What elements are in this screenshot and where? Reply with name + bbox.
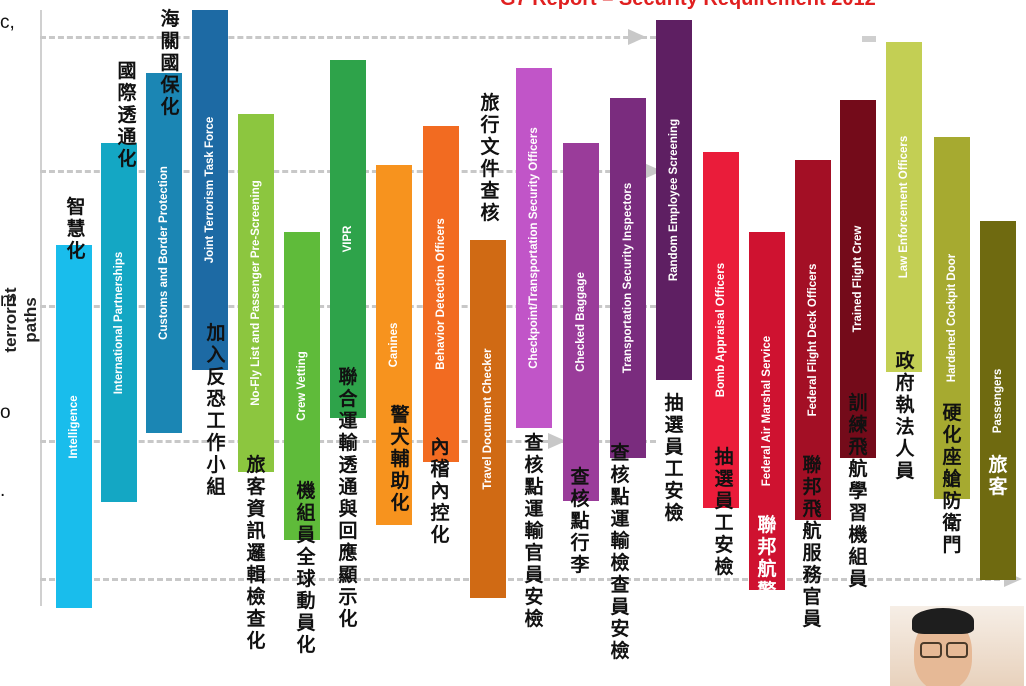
bar-label: Behavior Detection Officers xyxy=(435,218,447,370)
defense-bar: VIPR xyxy=(330,60,366,418)
zh-annotation: 聯邦飛航服務官員 xyxy=(802,454,822,630)
defense-bar: International Partnerships xyxy=(101,143,137,502)
zh-annotation: 加入反恐工作小組 xyxy=(206,322,226,498)
defense-bar: Trained Flight Crew xyxy=(840,100,876,458)
bar-label: Law Enforcement Officers xyxy=(898,135,910,279)
zh-annotation: 訓練飛航學習機組員 xyxy=(848,392,868,590)
side-text-1: c, xyxy=(0,12,15,33)
zh-annotation: 查核點行李 xyxy=(570,466,590,576)
hair-shape xyxy=(912,608,974,634)
defense-bar: Transportation Security Inspectors xyxy=(610,98,646,458)
bar-label: No-Fly List and Passenger Pre-Screening xyxy=(250,180,262,406)
bar-label: Bomb Appraisal Officers xyxy=(715,262,727,398)
zh-annotation: 抽選員工安檢 xyxy=(664,392,684,524)
bar-label: VIPR xyxy=(342,225,354,253)
defense-bar: No-Fly List and Passenger Pre-Screening xyxy=(238,114,274,472)
bar-label: Trained Flight Crew xyxy=(852,225,864,333)
bar-label: International Partnerships xyxy=(113,251,125,394)
path-arrow-4 xyxy=(40,440,656,443)
zh-annotation: 聯邦航警服務 xyxy=(757,514,777,646)
zh-annotation: 旅客資訊邏輯檢查化 xyxy=(246,454,266,652)
glasses-shape xyxy=(946,642,968,658)
defense-bar: Passengers xyxy=(980,221,1016,580)
defense-bar: Joint Terrorism Task Force xyxy=(192,10,228,370)
zh-annotation: 內稽內控化 xyxy=(430,436,450,546)
zh-annotation: 政府執法人員 xyxy=(895,350,915,482)
defense-bar: Checked Baggage xyxy=(563,143,599,501)
zh-annotation: 聯合運輸透通與回應顯示化 xyxy=(338,366,358,630)
defense-bar: Federal Flight Deck Officers xyxy=(795,160,831,520)
path-arrow-1 xyxy=(40,36,656,39)
defense-bar: Random Employee Screening xyxy=(656,20,692,380)
path-marker-1 xyxy=(862,36,876,42)
defense-bar: Hardened Cockpit Door xyxy=(934,137,970,499)
zh-annotation: 抽選員工安檢 xyxy=(714,446,734,578)
bar-label: Joint Terrorism Task Force xyxy=(204,116,216,264)
path-arrowhead-4 xyxy=(548,433,566,449)
zh-annotation: 旅行文件查核 xyxy=(480,92,500,224)
defense-bar: Law Enforcement Officers xyxy=(886,42,922,372)
bar-label: Hardened Cockpit Door xyxy=(946,253,958,383)
defense-bar: Federal Air Marshal Service xyxy=(749,232,785,590)
bar-label: Checked Baggage xyxy=(575,272,587,372)
bar-label: Federal Air Marshal Service xyxy=(761,335,773,487)
defense-bar: Intelligence xyxy=(56,245,92,608)
zh-annotation: 查核點運輸檢查員安檢 xyxy=(610,442,630,662)
bar-label: Crew Vetting xyxy=(296,351,308,421)
axis-rule xyxy=(40,10,42,606)
bar-label: Checkpoint/Transportation Security Offic… xyxy=(528,127,540,369)
header-title: G7 Report – Security Requirement 2012 xyxy=(500,0,876,11)
zh-annotation: 查核點運輸官員安檢 xyxy=(524,432,544,630)
glasses-shape xyxy=(920,642,942,658)
bar-label: Canines xyxy=(388,322,400,368)
bar-label: Transportation Security Inspectors xyxy=(622,182,634,374)
zh-annotation: 機組員全球動員化 xyxy=(296,480,316,656)
zh-annotation: 國際透通化 xyxy=(117,60,137,170)
zh-annotation: 旅客 xyxy=(988,454,1008,498)
axis-label: terrorist paths xyxy=(1,287,40,353)
side-text-2: m xyxy=(0,290,16,311)
side-text-3: o xyxy=(0,402,11,423)
bar-label: Passengers xyxy=(992,368,1004,433)
defense-bar: Behavior Detection Officers xyxy=(423,126,459,462)
side-text-4: . xyxy=(0,480,6,501)
path-arrow-5 xyxy=(40,578,1000,581)
bar-label: Travel Document Checker xyxy=(482,348,494,490)
defense-bar: Bomb Appraisal Officers xyxy=(703,152,739,508)
bar-label: Intelligence xyxy=(68,394,80,459)
bar-label: Random Employee Screening xyxy=(668,118,680,282)
bar-label: Customs and Border Protection xyxy=(158,166,170,340)
defense-bar: Travel Document Checker xyxy=(470,240,506,598)
defense-bar: Checkpoint/Transportation Security Offic… xyxy=(516,68,552,428)
zh-annotation: 警犬輔助化 xyxy=(390,404,410,514)
path-arrowhead-1 xyxy=(628,29,646,45)
presenter-photo xyxy=(890,606,1024,686)
defense-bar: Canines xyxy=(376,165,412,525)
defense-bar: Crew Vetting xyxy=(284,232,320,540)
zh-annotation: 智慧化 xyxy=(66,196,86,262)
zh-annotation: 硬化座艙防衛門 xyxy=(942,402,962,556)
bar-label: Federal Flight Deck Officers xyxy=(807,263,819,417)
defense-bar: Customs and Border Protection xyxy=(146,73,182,433)
zh-annotation: 海關國保化 xyxy=(160,8,180,118)
